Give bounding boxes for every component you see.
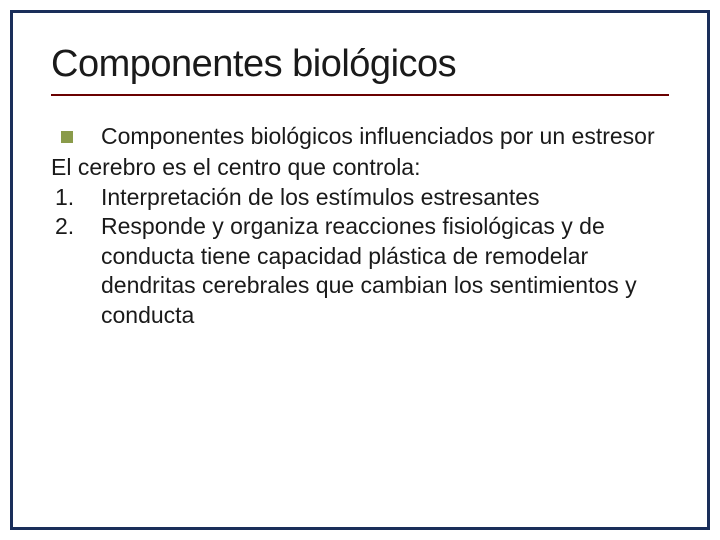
list-item: 2. Responde y organiza reacciones fisiol… bbox=[51, 212, 669, 330]
square-bullet-icon bbox=[61, 131, 73, 143]
list-number: 1. bbox=[51, 183, 101, 212]
slide-body: Componentes biológicos influenciados por… bbox=[51, 122, 669, 330]
list-item: 1. Interpretación de los estímulos estre… bbox=[51, 183, 669, 212]
slide-outer: Componentes biológicos Componentes bioló… bbox=[0, 0, 720, 540]
bullet-text: Componentes biológicos influenciados por… bbox=[101, 122, 669, 151]
list-number: 2. bbox=[51, 212, 101, 241]
slide-frame: Componentes biológicos Componentes bioló… bbox=[10, 10, 710, 530]
bullet-item: Componentes biológicos influenciados por… bbox=[51, 122, 669, 151]
list-text: Interpretación de los estímulos estresan… bbox=[101, 183, 669, 212]
subtitle-line: El cerebro es el centro que controla: bbox=[51, 153, 669, 182]
list-text: Responde y organiza reacciones fisiológi… bbox=[101, 212, 669, 330]
slide-title: Componentes biológicos bbox=[51, 43, 669, 96]
